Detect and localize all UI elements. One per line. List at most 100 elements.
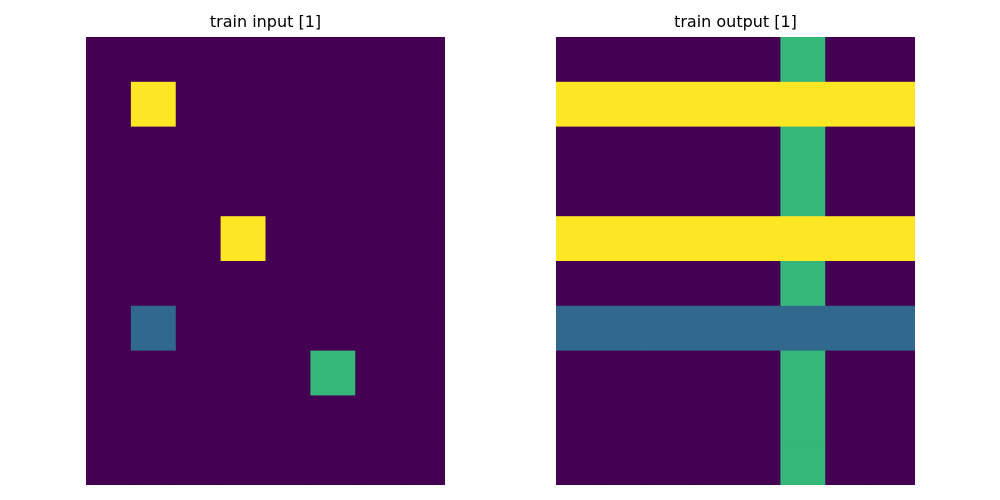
grid-cell bbox=[645, 37, 692, 83]
grid-cell bbox=[86, 37, 132, 83]
grid-cell bbox=[556, 37, 602, 83]
grid-cell bbox=[265, 395, 311, 441]
grid-cell bbox=[355, 126, 401, 172]
grid-cell bbox=[780, 350, 826, 396]
grid-cell bbox=[400, 261, 445, 307]
grid-cell bbox=[130, 261, 177, 307]
grid-cell bbox=[400, 395, 445, 441]
grid-cell bbox=[600, 216, 647, 262]
grid-cell bbox=[310, 440, 356, 485]
grid-cell bbox=[130, 37, 177, 83]
grid-cell bbox=[735, 395, 781, 441]
grid-cell bbox=[825, 305, 871, 352]
grid-cell bbox=[86, 171, 132, 217]
grid-cell bbox=[690, 395, 736, 441]
grid-cell bbox=[735, 305, 781, 352]
grid-cell bbox=[220, 81, 266, 128]
grid-cell bbox=[310, 37, 356, 83]
grid-cell bbox=[400, 81, 445, 128]
grid-cell bbox=[556, 81, 602, 128]
grid-cell bbox=[310, 126, 356, 172]
grid-cell bbox=[265, 440, 311, 485]
grid-cell bbox=[690, 350, 736, 396]
grid-cell bbox=[825, 216, 871, 262]
grid-cell bbox=[870, 126, 915, 172]
grid-cell bbox=[825, 261, 871, 307]
grid-cell bbox=[355, 350, 401, 396]
grid-cell bbox=[825, 126, 871, 172]
input-panel-title: train input [1] bbox=[209, 12, 322, 31]
grid-cell bbox=[780, 81, 826, 128]
grid-cell bbox=[310, 81, 356, 128]
grid-cell bbox=[355, 171, 401, 217]
grid-cell bbox=[735, 350, 781, 396]
grid-cell bbox=[175, 216, 222, 262]
grid-cell bbox=[310, 171, 356, 217]
grid-cell bbox=[175, 126, 222, 172]
grid-cell bbox=[735, 261, 781, 307]
grid-cell bbox=[735, 216, 781, 262]
grid-cell bbox=[265, 81, 311, 128]
grid-cell bbox=[310, 216, 356, 262]
grid-cell bbox=[265, 37, 311, 83]
grid-cell bbox=[265, 261, 311, 307]
grid-cell bbox=[220, 216, 266, 262]
grid-cell bbox=[825, 440, 871, 485]
grid-cell bbox=[265, 350, 311, 396]
grid-cell bbox=[310, 395, 356, 441]
grid-cell bbox=[600, 171, 647, 217]
grid-cell bbox=[645, 126, 692, 172]
grid-cell bbox=[400, 350, 445, 396]
grid-cell bbox=[130, 216, 177, 262]
grid-cell bbox=[600, 395, 647, 441]
grid-cell bbox=[556, 305, 602, 352]
grid-cell bbox=[86, 395, 132, 441]
grid-cell bbox=[645, 395, 692, 441]
grid-cell bbox=[86, 81, 132, 128]
grid-cell bbox=[310, 305, 356, 352]
grid-cell bbox=[780, 395, 826, 441]
grid-cell bbox=[556, 395, 602, 441]
grid-cell bbox=[220, 37, 266, 83]
grid-cell bbox=[220, 395, 266, 441]
grid-cell bbox=[400, 216, 445, 262]
grid-cell bbox=[645, 216, 692, 262]
grid-cell bbox=[780, 171, 826, 217]
grid-cell bbox=[870, 440, 915, 485]
grid-cell bbox=[556, 261, 602, 307]
grid-cell bbox=[86, 126, 132, 172]
grid-cell bbox=[130, 81, 177, 128]
grid-cell bbox=[86, 350, 132, 396]
grid-cell bbox=[130, 305, 177, 352]
grid-cell bbox=[220, 305, 266, 352]
grid-cell bbox=[870, 81, 915, 128]
output-grid bbox=[556, 37, 915, 485]
grid-cell bbox=[600, 261, 647, 307]
grid-cell bbox=[265, 126, 311, 172]
grid-cell bbox=[870, 305, 915, 352]
grid-cell bbox=[825, 171, 871, 217]
grid-cell bbox=[355, 440, 401, 485]
grid-cell bbox=[690, 171, 736, 217]
grid-cell bbox=[690, 216, 736, 262]
grid-cell bbox=[556, 171, 602, 217]
grid-cell bbox=[870, 171, 915, 217]
grid-cell bbox=[600, 81, 647, 128]
grid-cell bbox=[825, 81, 871, 128]
grid-cell bbox=[86, 261, 132, 307]
grid-cell bbox=[690, 305, 736, 352]
grid-cell bbox=[175, 261, 222, 307]
grid-cell bbox=[600, 305, 647, 352]
grid-cell bbox=[310, 350, 356, 396]
grid-cell bbox=[690, 440, 736, 485]
grid-cell bbox=[735, 126, 781, 172]
grid-cell bbox=[735, 440, 781, 485]
grid-cell bbox=[870, 350, 915, 396]
grid-cell bbox=[735, 171, 781, 217]
grid-cell bbox=[400, 305, 445, 352]
grid-cell bbox=[556, 216, 602, 262]
grid-cell bbox=[220, 440, 266, 485]
grid-cell bbox=[600, 126, 647, 172]
grid-cell bbox=[556, 350, 602, 396]
grid-cell bbox=[780, 305, 826, 352]
